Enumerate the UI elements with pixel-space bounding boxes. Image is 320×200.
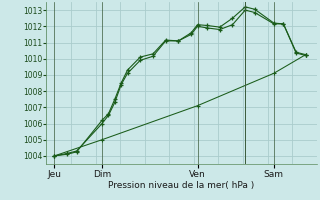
X-axis label: Pression niveau de la mer( hPa ): Pression niveau de la mer( hPa ) [108,181,255,190]
